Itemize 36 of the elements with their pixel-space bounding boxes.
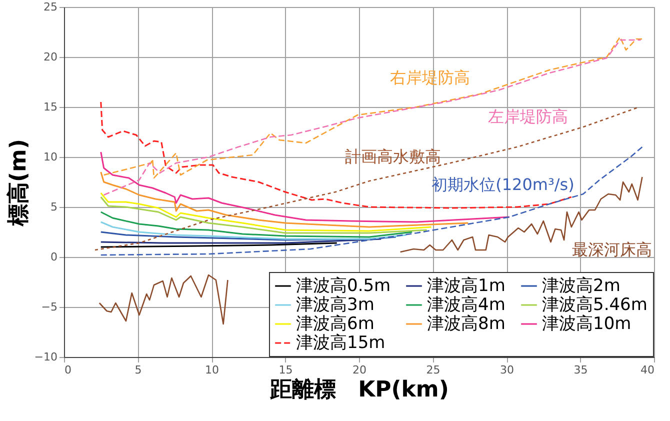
y-tick-label: 25 — [44, 0, 58, 14]
line-series — [100, 211, 413, 238]
annotation: 計画高水敷高 — [345, 147, 441, 166]
x-axis-title: 距離標 KP(km) — [269, 378, 449, 402]
line-series — [100, 221, 407, 240]
x-tick-label: 40 — [640, 364, 654, 376]
y-tick-label: 5 — [50, 200, 58, 214]
legend-label: 津波高0.5m — [296, 276, 391, 296]
x-tick-label: 0 — [64, 364, 72, 376]
annotation: 最深河床高 — [572, 240, 652, 259]
y-axis-title: 標高(m) — [5, 138, 32, 228]
line-series — [100, 101, 572, 209]
legend-label: 津波高10m — [542, 314, 632, 334]
legend-label: 津波高5.46m — [542, 295, 648, 315]
legend-label: 津波高6m — [296, 314, 374, 334]
x-tick-label: 10 — [205, 364, 219, 376]
y-tick-label: −10 — [34, 350, 58, 364]
legend-label: 津波高4m — [427, 295, 506, 315]
x-tick-label: 35 — [574, 364, 588, 376]
legend-label: 津波高1m — [427, 276, 506, 296]
legend-label: 津波高2m — [542, 276, 620, 296]
y-tick-label: 10 — [44, 150, 58, 164]
annotation: 右岸堤防高 — [390, 68, 470, 87]
legend-label: 津波高15m — [296, 333, 386, 353]
legend-label: 津波高3m — [296, 295, 374, 315]
x-tick-label: 5 — [134, 364, 142, 376]
y-tick-label: 0 — [50, 250, 58, 264]
x-tick-label: 30 — [500, 364, 514, 376]
x-tick-label: 15 — [278, 364, 293, 376]
y-tick-label: −5 — [41, 300, 58, 314]
x-tick-label: 25 — [426, 364, 440, 376]
annotation: 初期水位(120m³/s) — [432, 175, 574, 194]
x-tick-label: 20 — [352, 364, 366, 376]
y-tick-label: 20 — [44, 50, 58, 64]
legend-label: 津波高8m — [427, 314, 506, 334]
y-tick-label: 15 — [44, 100, 58, 114]
